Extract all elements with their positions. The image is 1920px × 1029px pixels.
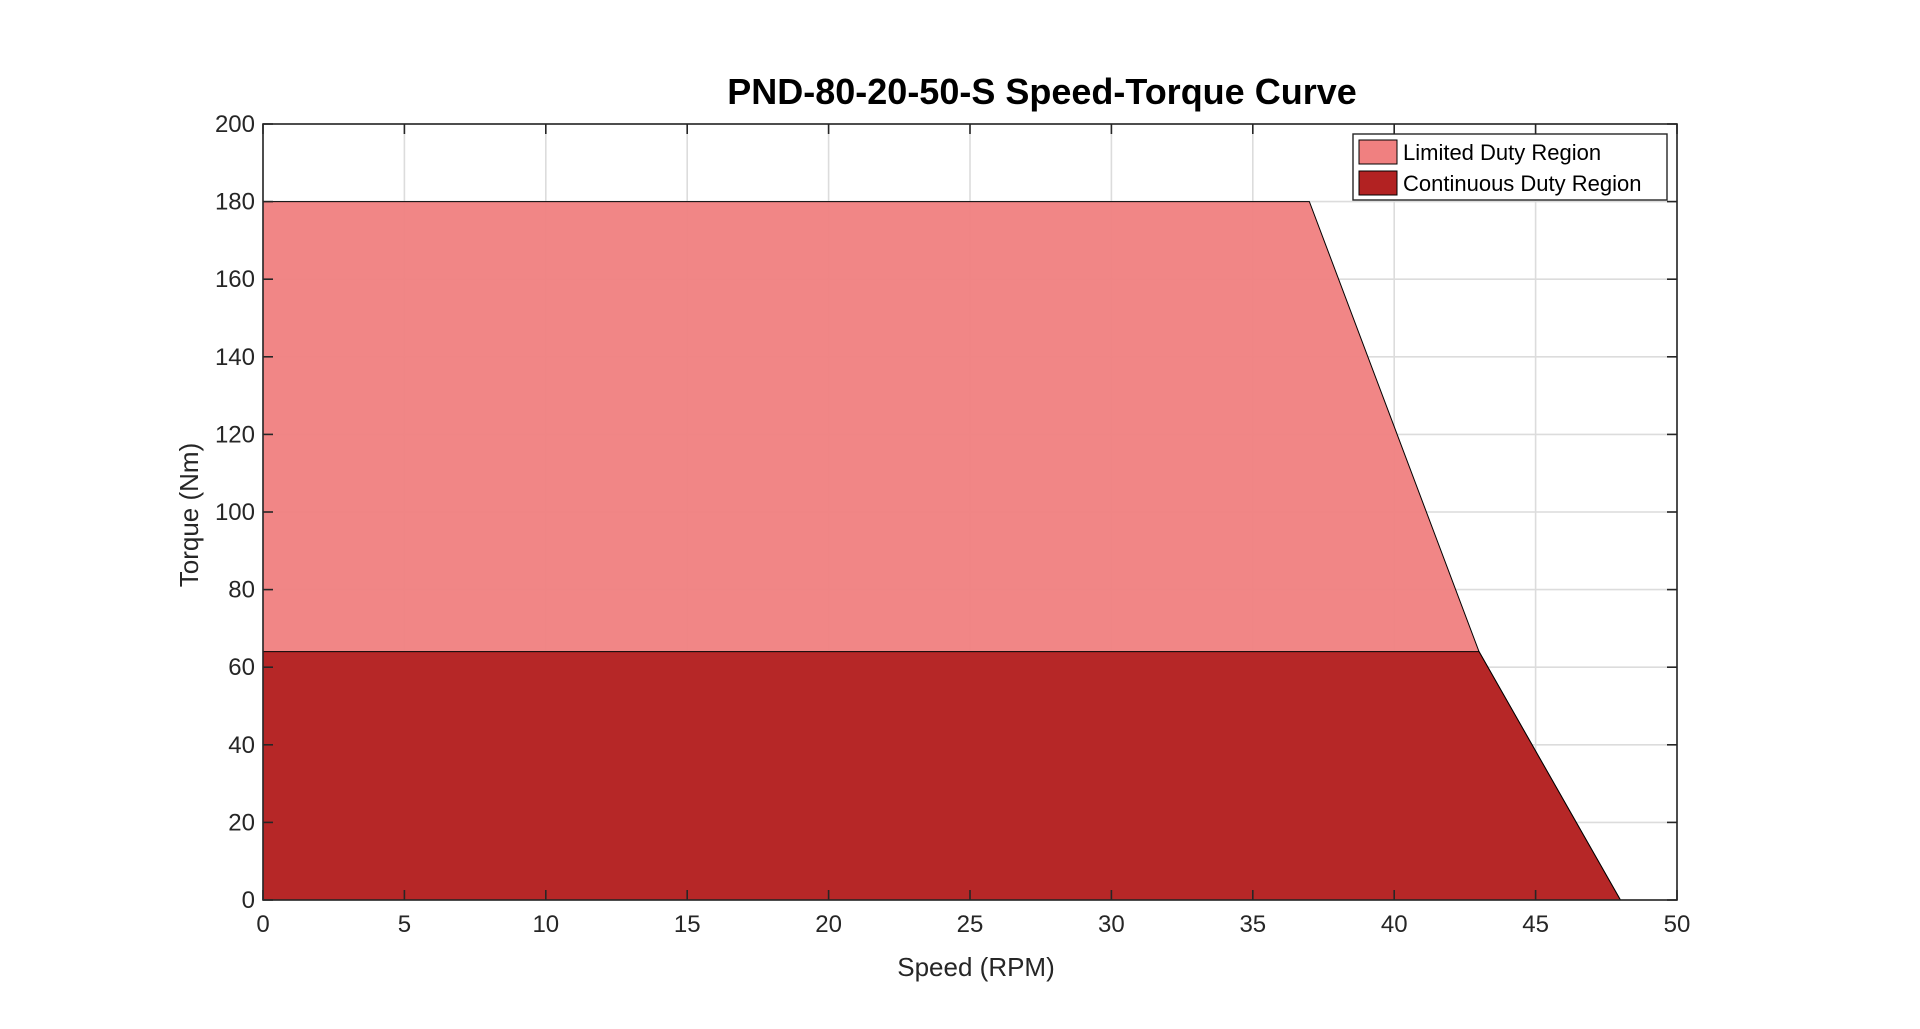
y-tick-label: 200 (215, 111, 255, 138)
y-axis-label: Torque (Nm) (174, 443, 204, 587)
legend-label: Limited Duty Region (1403, 140, 1601, 165)
y-tick-label: 160 (215, 266, 255, 293)
chart-title: PND-80-20-50-S Speed-Torque Curve (727, 71, 1357, 112)
x-tick-label: 15 (674, 911, 701, 938)
y-tick-label: 60 (228, 654, 255, 681)
y-tick-label: 140 (215, 344, 255, 371)
legend-swatch (1358, 139, 1398, 165)
x-tick-label: 40 (1381, 911, 1408, 938)
x-tick-labels: 0 5 10 15 20 25 30 35 40 45 50 (256, 911, 1690, 938)
x-axis-label: Speed (RPM) (897, 952, 1055, 982)
y-tick-label: 180 (215, 189, 255, 216)
axis-ticks (262, 123, 1678, 901)
x-tick-label: 45 (1522, 911, 1549, 938)
x-tick-label: 30 (1098, 911, 1125, 938)
legend-swatch (1358, 170, 1398, 196)
x-tick-label: 50 (1664, 911, 1691, 938)
y-tick-label: 80 (228, 577, 255, 604)
y-tick-label: 20 (228, 809, 255, 836)
legend-box (1352, 133, 1668, 201)
y-tick-labels: 0 20 40 60 80 100 120 140 160 180 200 (215, 111, 255, 914)
x-tick-label: 20 (815, 911, 842, 938)
area-continuous-duty-region (262, 651, 1622, 901)
x-tick-label: 25 (957, 911, 984, 938)
x-tick-label: 0 (256, 911, 269, 938)
y-tick-label: 100 (215, 499, 255, 526)
x-tick-label: 35 (1239, 911, 1266, 938)
y-tick-label: 120 (215, 421, 255, 448)
y-tick-label: 40 (228, 732, 255, 759)
y-tick-label: 0 (242, 887, 255, 914)
area-series (262, 201, 1622, 901)
legend-label: Continuous Duty Region (1403, 171, 1641, 196)
x-tick-label: 10 (532, 911, 559, 938)
x-tick-label: 5 (398, 911, 411, 938)
legend: Limited Duty Region Continuous Duty Regio… (1352, 133, 1668, 201)
